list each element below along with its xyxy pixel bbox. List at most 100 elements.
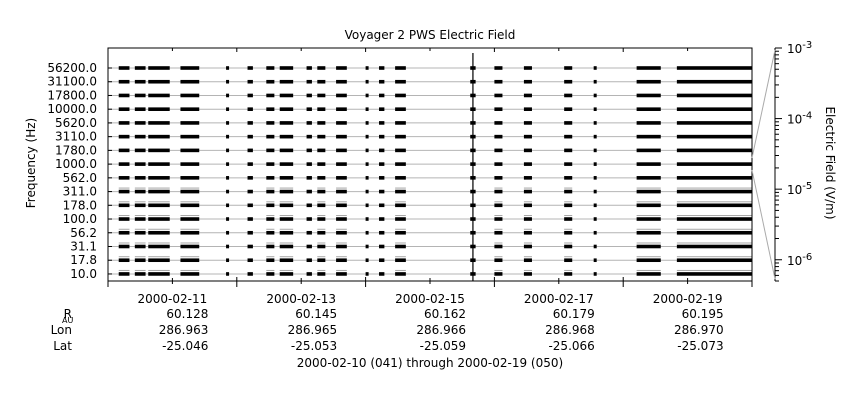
y-tick-label: 10000.0 — [47, 102, 97, 116]
data-bar — [564, 272, 573, 276]
data-noise — [523, 269, 532, 271]
data-bar — [148, 93, 170, 98]
data-bar — [306, 66, 312, 70]
data-noise — [279, 187, 294, 189]
data-noise — [676, 187, 752, 189]
data-noise — [494, 215, 503, 217]
data-noise — [564, 228, 573, 230]
data-bar — [118, 230, 130, 235]
data-bar — [636, 230, 661, 235]
data-bar — [279, 230, 294, 235]
data-bar — [266, 203, 275, 208]
ephemeris-table: RAU 60.128 60.145 60.162 60.179 60.195 Lon 286.… — [51, 307, 724, 353]
data-bar — [247, 189, 253, 194]
data-bar — [636, 79, 661, 84]
data-bar — [317, 217, 326, 221]
data-bar — [494, 121, 503, 125]
data-bar — [247, 79, 253, 84]
data-bar — [593, 107, 597, 111]
y-tick-label: 1000.0 — [55, 157, 97, 171]
data-bar — [180, 203, 200, 208]
data-bar — [494, 79, 503, 84]
data-noise — [180, 269, 200, 271]
data-bar — [336, 272, 347, 276]
data-bar — [317, 244, 326, 249]
data-bar — [523, 203, 532, 208]
x-axis-ticks: 2000-02-11 2000-02-13 2000-02-15 2000-02-17… — [107, 48, 753, 306]
y-tick-label: 562.0 — [63, 171, 97, 185]
data-bar — [365, 189, 369, 194]
data-bar — [134, 176, 146, 180]
data-bar — [336, 134, 347, 139]
data-bar — [118, 203, 130, 208]
data-bar — [134, 272, 146, 276]
data-bar — [317, 176, 326, 180]
data-noise — [317, 242, 326, 244]
data-bar — [306, 121, 312, 125]
data-bar — [395, 217, 406, 221]
data-bar — [247, 203, 253, 208]
data-bar — [336, 258, 347, 263]
data-bar — [226, 148, 230, 153]
data-bar — [148, 272, 170, 276]
data-bar — [226, 244, 230, 249]
data-bar — [636, 162, 661, 166]
data-bar — [134, 107, 146, 111]
data-bar — [266, 244, 275, 249]
data-noise — [148, 242, 170, 244]
data-bar — [118, 66, 130, 70]
data-bar — [365, 272, 369, 276]
data-noise — [266, 215, 275, 217]
data-bar — [676, 148, 752, 153]
data-bar — [636, 107, 661, 111]
data-bar — [523, 244, 532, 249]
data-bar — [118, 272, 130, 276]
data-noise — [134, 269, 146, 271]
data-bar — [306, 217, 312, 221]
data-bar — [306, 176, 312, 180]
data-bar — [279, 66, 294, 70]
data-bar — [118, 93, 130, 98]
data-bar — [118, 176, 130, 180]
data-bar — [134, 258, 146, 263]
data-noise — [636, 256, 661, 258]
data-segment — [676, 66, 752, 276]
data-bar — [636, 148, 661, 153]
data-bar — [379, 162, 385, 166]
ephemeris-value: -25.073 — [677, 339, 723, 353]
data-noise — [636, 228, 661, 230]
data-noise — [148, 187, 170, 189]
data-bar — [593, 121, 597, 125]
data-noise — [336, 256, 347, 258]
data-bar — [118, 79, 130, 84]
data-noise — [317, 269, 326, 271]
data-bar — [379, 148, 385, 153]
data-noise — [180, 228, 200, 230]
data-bar — [379, 230, 385, 235]
data-noise — [134, 242, 146, 244]
data-bar — [134, 203, 146, 208]
data-noise — [279, 256, 294, 258]
y-tick-label: 17800.0 — [47, 88, 97, 102]
data-bar — [494, 272, 503, 276]
data-bar — [395, 107, 406, 111]
data-bar — [279, 176, 294, 180]
data-bar — [180, 148, 200, 153]
data-bar — [180, 244, 200, 249]
data-bar — [180, 258, 200, 263]
data-bar — [180, 93, 200, 98]
data-bar — [523, 230, 532, 235]
data-noise — [180, 242, 200, 244]
data-noise — [494, 228, 503, 230]
data-bar — [379, 93, 385, 98]
y-tick-label: 3110.0 — [55, 130, 97, 144]
data-bar — [395, 162, 406, 166]
data-bar — [379, 134, 385, 139]
data-noise — [564, 201, 573, 203]
data-bar — [523, 93, 532, 98]
data-bar — [336, 230, 347, 235]
data-bar — [226, 217, 230, 221]
data-noise — [279, 269, 294, 271]
data-bar — [564, 66, 573, 70]
